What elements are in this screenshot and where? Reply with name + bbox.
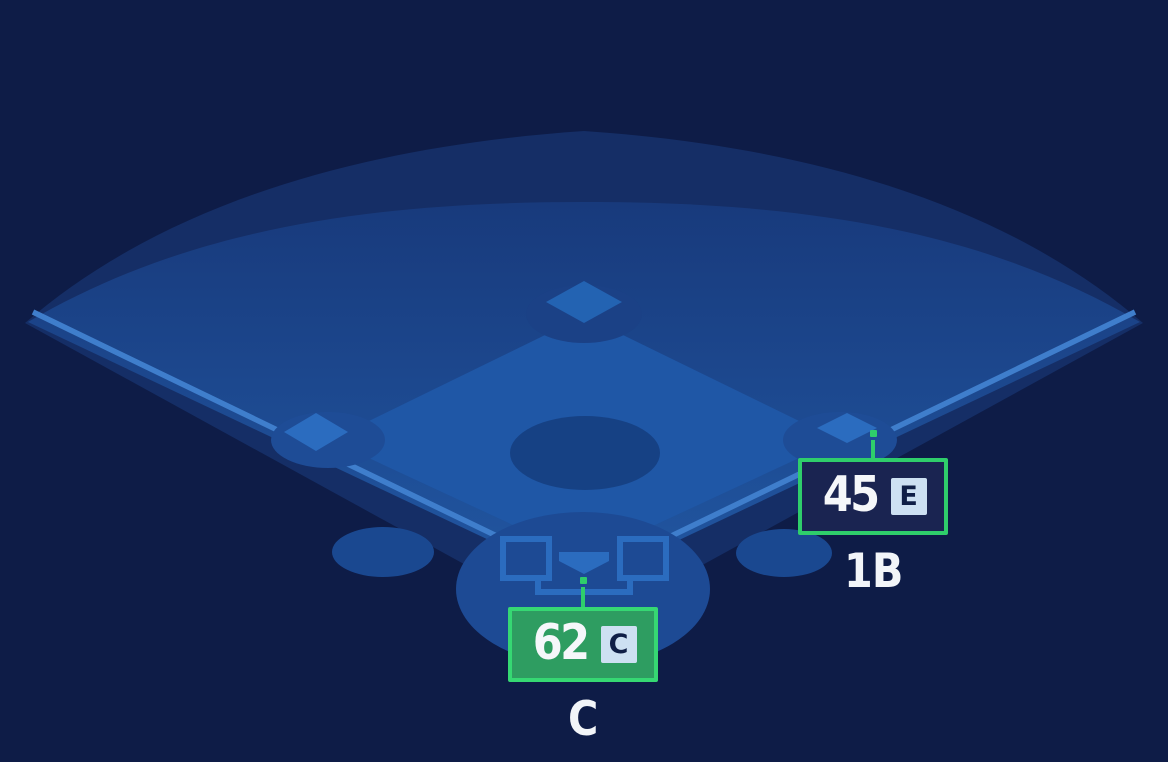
marker-anchor-dot (869, 430, 877, 437)
home-plate (559, 552, 609, 574)
player-badge[interactable]: 62 C (508, 607, 658, 682)
marker-connector-line (871, 440, 875, 458)
pitcher-mound (510, 416, 660, 490)
position-label: 1B (843, 544, 903, 599)
marker-connector-line (581, 587, 585, 607)
second-base (546, 281, 622, 323)
batter-box-right (617, 536, 669, 581)
on-deck-circle-right (736, 529, 832, 577)
batter-box-left (500, 536, 552, 581)
first-base (817, 413, 877, 443)
position-label: C (568, 692, 598, 747)
on-deck-circle-left (332, 527, 434, 577)
player-number: 45 (823, 466, 880, 523)
player-number: 62 (533, 614, 590, 671)
third-base (284, 413, 348, 451)
player-status-chip: E (890, 478, 927, 515)
marker-anchor-dot (579, 577, 587, 584)
foul-line-left (31, 309, 507, 543)
player-status-chip: C (600, 626, 637, 663)
foul-line-right (661, 309, 1137, 543)
player-badge[interactable]: 45 E (798, 458, 948, 535)
